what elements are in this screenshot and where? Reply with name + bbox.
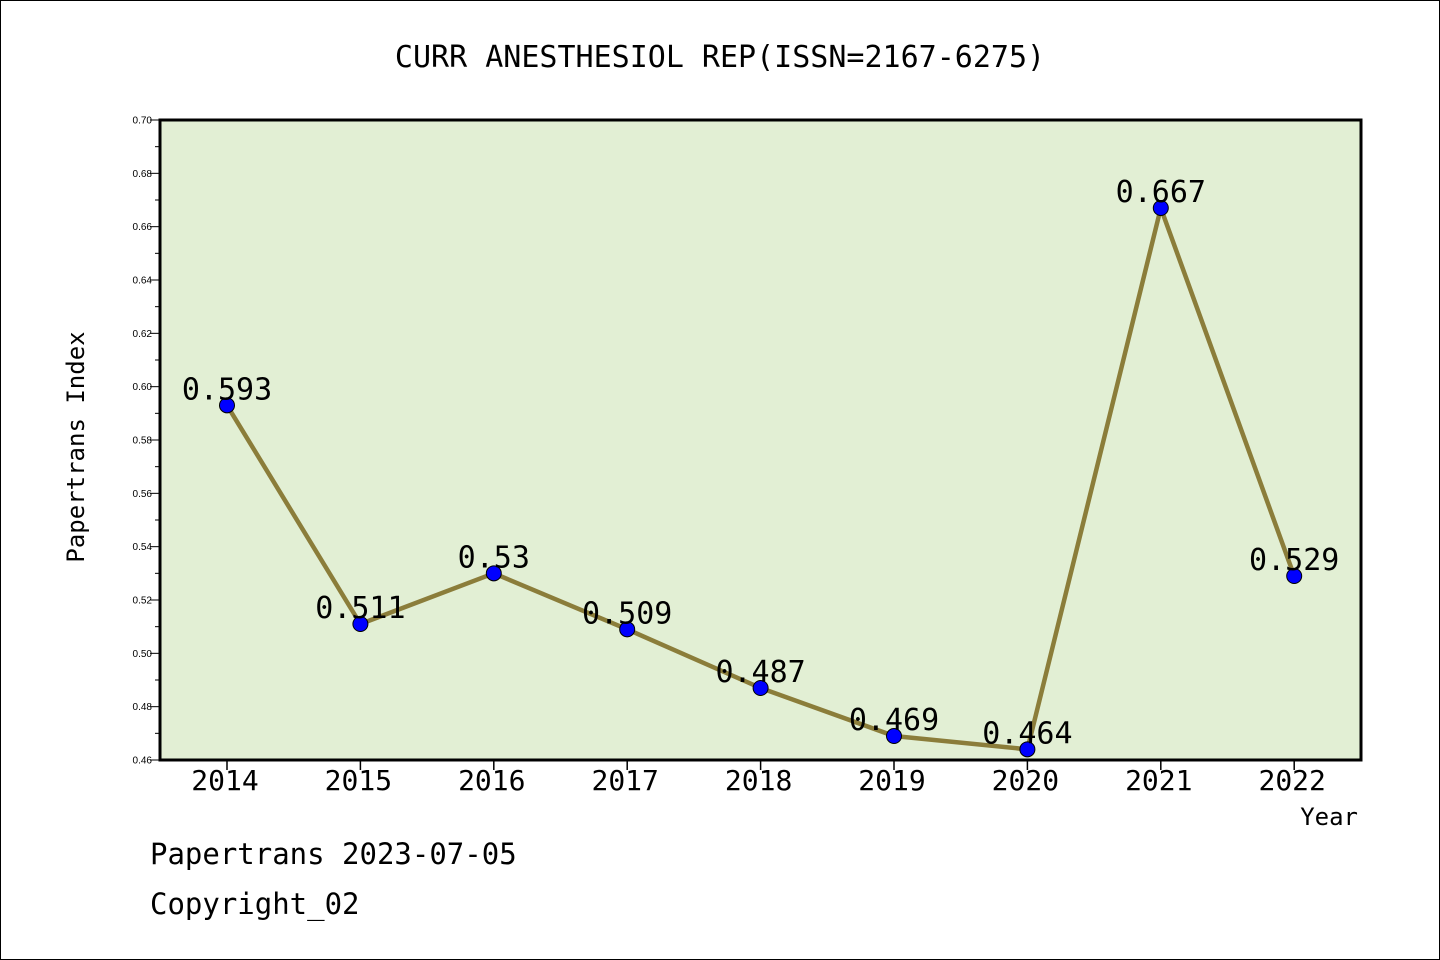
data-label: 0.53: [458, 540, 530, 575]
y-axis-label: Papertrans Index: [62, 331, 90, 562]
data-label: 0.667: [1116, 175, 1206, 210]
data-point: [886, 728, 902, 744]
y-tick-label: 0.56: [133, 489, 153, 500]
footer-copyright: Copyright_02: [150, 887, 360, 922]
data-point: [1019, 741, 1036, 758]
x-tick-label: 2016: [458, 764, 525, 797]
x-tick-label: 2021: [1125, 764, 1192, 797]
y-tick-label: 0.64: [133, 276, 153, 287]
chart-title: CURR ANESTHESIOL REP(ISSN=2167-6275): [395, 40, 1045, 75]
x-axis: 2014 2015 2016 2017 2018 2019 2020 2021 2022: [191, 760, 1326, 797]
data-label: 0.487: [715, 655, 805, 690]
y-tick-label: 0.62: [133, 329, 153, 340]
x-tick-label: 2020: [992, 764, 1059, 797]
x-tick-label: 2014: [191, 764, 258, 797]
y-tick-label: 0.54: [133, 542, 153, 553]
x-tick-label: 2019: [858, 764, 925, 797]
y-tick-label: 0.50: [133, 649, 153, 660]
data-point: [1152, 200, 1169, 216]
plot-area: [158, 118, 1363, 762]
x-tick-label: 2018: [725, 764, 792, 797]
data-labels: 0.593 0.511 0.53 0.509 0.487 0.469 0.464 0.667 0…: [182, 175, 1340, 751]
y-axis: 0.46 0.48 0.50 0.52 0.54 0.56 0.58 0.60 0.62 0.64…: [133, 116, 160, 767]
data-label: 0.593: [182, 372, 272, 407]
x-tick-label: 2015: [325, 764, 392, 797]
series: [219, 200, 1303, 758]
y-tick-label: 0.60: [133, 382, 153, 393]
y-tick-label: 0.70: [133, 116, 153, 127]
x-axis-label: Year: [1300, 803, 1358, 831]
y-tick-label: 0.46: [133, 756, 153, 767]
y-tick-label: 0.48: [133, 702, 153, 713]
data-label: 0.511: [315, 591, 405, 626]
footer-date: Papertrans 2023-07-05: [150, 837, 517, 871]
data-point: [752, 680, 769, 696]
data-label: 0.529: [1249, 543, 1339, 578]
data-label: 0.469: [849, 703, 939, 738]
data-label: 0.464: [982, 716, 1072, 751]
y-tick-label: 0.68: [133, 169, 153, 180]
data-point: [619, 621, 636, 638]
data-point: [219, 397, 235, 414]
data-point: [1286, 568, 1303, 584]
data-point: [352, 616, 369, 632]
x-tick-label: 2022: [1258, 764, 1325, 797]
x-tick-label: 2017: [591, 764, 658, 797]
data-label: 0.509: [582, 596, 672, 631]
y-tick-label: 0.52: [133, 596, 153, 607]
data-point: [485, 565, 502, 582]
y-tick-label: 0.58: [133, 436, 153, 447]
y-tick-label: 0.66: [133, 222, 153, 233]
